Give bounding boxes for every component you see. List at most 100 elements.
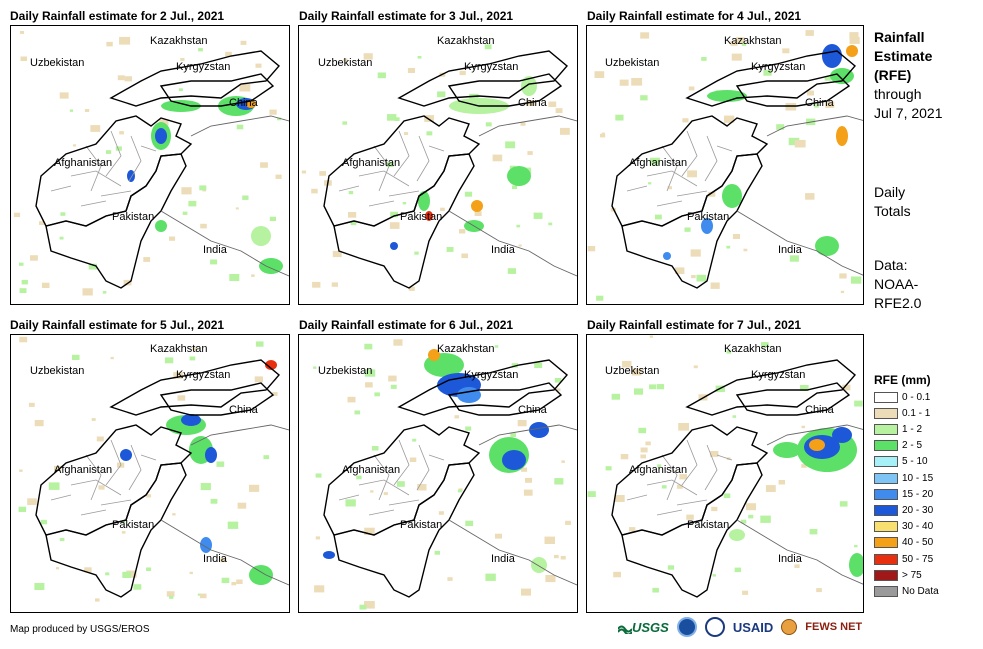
rainfall-cell (19, 31, 24, 34)
province-line (393, 439, 410, 486)
rainfall-blob (181, 414, 201, 426)
rainfall-cell (331, 282, 338, 287)
rainfall-cell (200, 483, 211, 491)
rainfall-cell (723, 493, 731, 499)
rainfall-cell (631, 368, 642, 376)
rainfall-cell (41, 282, 50, 288)
rainfall-cell (121, 520, 126, 524)
label-kyrgyzstan: Kyrgyzstan (176, 369, 231, 381)
rainfall-blob (155, 128, 167, 144)
rainfall-blob (830, 68, 854, 84)
rainfall-cell (417, 56, 422, 59)
rainfall-cell (269, 216, 276, 221)
rainfall-cell (840, 290, 845, 294)
province-line (676, 499, 708, 506)
rainfall-cell (545, 575, 556, 583)
province-line (704, 135, 718, 182)
panel-title-5: Daily Rainfall estimate for 6 Jul., 2021 (299, 318, 514, 332)
rainfall-cell (396, 481, 405, 487)
province-line (428, 454, 445, 461)
rainfall-cell (119, 131, 124, 135)
rainfall-cell (679, 474, 687, 480)
label-uzbekistan: Uzbekistan (30, 57, 85, 69)
rainfall-cell (434, 550, 440, 555)
side-daily: Daily (874, 184, 906, 200)
rainfall-cell (461, 253, 468, 259)
rainfall-cell (640, 447, 648, 453)
rainfall-cell (801, 464, 807, 468)
rainfall-cell (629, 527, 636, 532)
legend-swatch (874, 504, 898, 516)
rainfall-cell (696, 274, 707, 282)
rainfall-cell (765, 485, 776, 492)
label-pakistan: Pakistan (112, 211, 155, 223)
rainfall-cell (517, 420, 527, 427)
rainfall-cell (60, 212, 66, 216)
country-outline (447, 382, 563, 416)
rainfall-cell (414, 251, 419, 255)
rainfall-cell (231, 582, 237, 586)
rainfall-cell (263, 455, 270, 460)
rainfall-cell (106, 150, 112, 154)
rainfall-cell (849, 32, 859, 39)
rainfall-cell (507, 268, 516, 274)
rainfall-cell (106, 41, 113, 47)
rainfall-blob (729, 529, 745, 541)
rainfall-cell (48, 482, 60, 490)
rainfall-blob (849, 553, 863, 577)
label-india: India (778, 553, 802, 565)
country-outline (323, 115, 481, 227)
rainfall-cell (611, 393, 620, 400)
label-uzbekistan: Uzbekistan (318, 365, 373, 377)
rainfall-cell (622, 360, 632, 368)
rainfall-cell (459, 229, 466, 234)
rainfall-cell (560, 555, 566, 560)
label-afghanistan: Afghanistan (342, 464, 401, 476)
rainfall-cell (315, 473, 322, 478)
legend-label: 50 - 75 (902, 553, 934, 565)
rainfall-cell (95, 598, 100, 602)
rainfall-cell (464, 191, 473, 197)
province-line (661, 145, 678, 192)
map-panel-6 (586, 334, 864, 613)
map-panel-1 (10, 25, 290, 305)
rainfall-cell (533, 212, 543, 219)
rainfall-cell (13, 212, 21, 218)
country-outline (109, 50, 280, 107)
rainfall-cell (34, 583, 45, 590)
rainfall-blob (155, 220, 167, 232)
label-pakistan: Pakistan (112, 519, 155, 531)
map-panel-5 (298, 334, 578, 613)
rainfall-cell (854, 400, 863, 407)
rainfall-cell (684, 227, 691, 232)
rainfall-cell (561, 460, 565, 463)
rainfall-cell (440, 207, 445, 211)
rainfall-cell (730, 40, 738, 46)
rainfall-cell (102, 291, 107, 294)
rainfall-cell (631, 78, 643, 86)
country-boundaries (323, 359, 577, 598)
province-line (85, 454, 102, 501)
rainfall-cell (426, 131, 433, 136)
legend-label: 15 - 20 (902, 488, 934, 500)
rainfall-cell (403, 132, 409, 135)
side-date: Jul 7, 2021 (874, 105, 943, 121)
rainfall-cell (447, 577, 453, 581)
rainfall-cell (386, 161, 394, 167)
label-pakistan: Pakistan (400, 519, 443, 531)
rainfall-cell (613, 571, 621, 578)
label-china: China (518, 97, 547, 109)
rainfall-cell (734, 567, 741, 573)
province-line (681, 130, 698, 177)
rainfall-cell (364, 601, 375, 609)
legend-item: 10 - 15 (874, 471, 933, 485)
country-outline (621, 153, 763, 289)
province-line (358, 479, 410, 496)
rainfall-cell (34, 420, 44, 427)
province-line (626, 185, 648, 192)
side-data-line3: RFE2.0 (874, 295, 922, 311)
rainfall-cell (393, 339, 403, 346)
panel-title-6: Daily Rainfall estimate for 7 Jul., 2021 (587, 318, 802, 332)
province-line (646, 479, 698, 496)
country-outline (159, 73, 275, 107)
